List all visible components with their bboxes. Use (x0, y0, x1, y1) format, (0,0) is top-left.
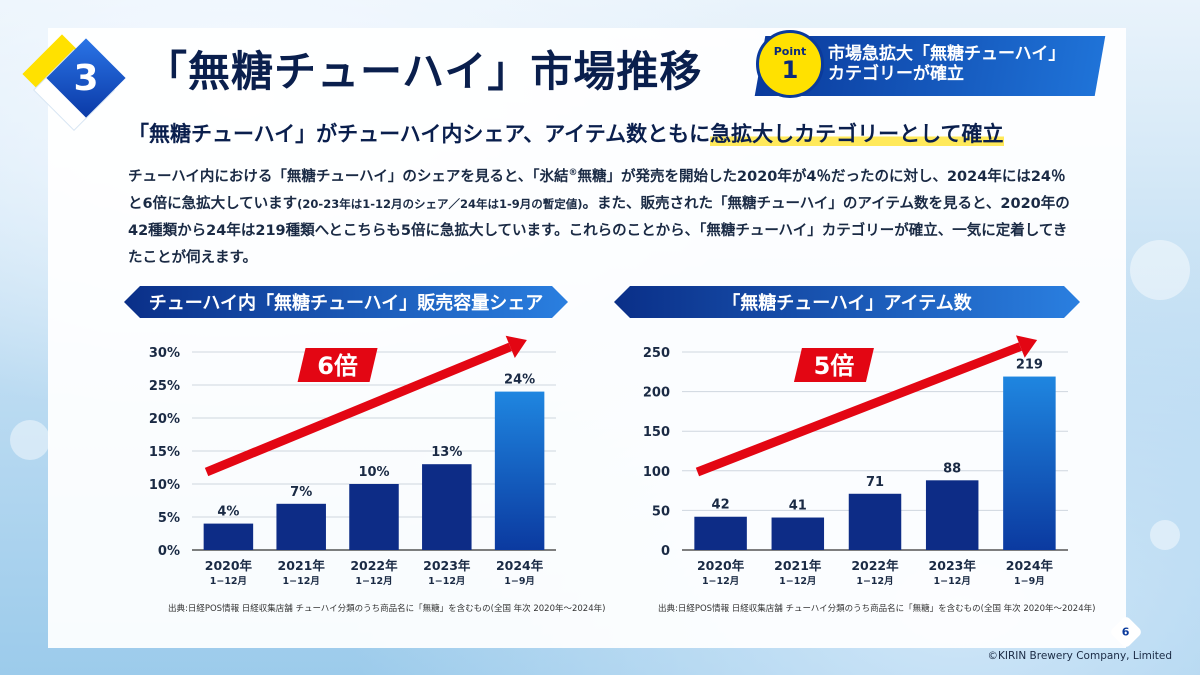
chart-title-share-text: チューハイ内「無糖チューハイ」販売容量シェア (148, 293, 544, 314)
section-number: 3 (73, 57, 99, 99)
y-tick-label: 30% (149, 346, 180, 361)
body-paragraph: チューハイ内における「無糖チューハイ」のシェアを見ると、「氷結®無糖」が発売を開… (128, 160, 1076, 272)
y-tick-label: 25% (149, 379, 180, 394)
bar (422, 464, 472, 550)
source-note-items: 出典:日経POS情報 日経収集店舗 チューハイ分類のうち商品名に「無糖」を含むも… (658, 604, 1096, 614)
x-tick-sublabel: 1−12月 (428, 576, 465, 587)
section-badge: 3 (22, 34, 126, 130)
multiplier-label: 6倍 (317, 352, 358, 380)
growth-arrow-head (1015, 335, 1038, 358)
y-tick-label: 10% (149, 478, 180, 493)
bar (276, 503, 326, 550)
x-tick-sublabel: 1−12月 (856, 576, 893, 587)
x-tick-label: 2022年 (350, 558, 398, 573)
point-line-1: 市場急拡大「無糖チューハイ」 (828, 44, 1066, 64)
body-text-3: 。また、販売された「無糖チューハイ」のアイテム数を見ると、2020年の42種類か… (128, 195, 1070, 266)
y-tick-label: 50 (652, 504, 670, 519)
bar (349, 484, 399, 550)
data-label: 219 (1016, 358, 1043, 373)
data-label: 24% (504, 373, 535, 388)
x-tick-sublabel: 1−9月 (1014, 576, 1045, 587)
x-tick-label: 2021年 (774, 558, 822, 573)
bokeh-light (1150, 520, 1180, 550)
y-tick-label: 150 (643, 425, 670, 440)
chart-title-items: 「無糖チューハイ」アイテム数 (614, 286, 1080, 318)
growth-arrow-head (505, 335, 527, 358)
body-note: (20-23年は1-12月のシェア／24年は1-9月の暫定値) (297, 196, 583, 211)
chart-title-share: チューハイ内「無糖チューハイ」販売容量シェア (124, 286, 568, 318)
data-label: 10% (358, 465, 389, 480)
bar (694, 516, 747, 550)
y-tick-label: 0 (661, 544, 670, 559)
bokeh-light (10, 420, 50, 460)
data-label: 71 (866, 475, 884, 490)
x-tick-label: 2021年 (278, 558, 326, 573)
chart-title-items-text: 「無糖チューハイ」アイテム数 (722, 293, 972, 314)
data-label: 13% (431, 445, 462, 460)
page-title: 「無糖チューハイ」市場推移 (145, 47, 703, 96)
x-tick-sublabel: 1−12月 (934, 576, 971, 587)
point-label: Point (773, 45, 807, 58)
x-tick-sublabel: 1−12月 (283, 576, 320, 587)
y-tick-label: 20% (149, 412, 180, 427)
headline-part-1: 「無糖チューハイ」がチューハイ内シェア、アイテム数ともに (128, 122, 711, 146)
copyright: ©KIRIN Brewery Company, Limited (987, 650, 1172, 662)
data-label: 41 (789, 499, 807, 514)
x-tick-sublabel: 1−12月 (355, 576, 392, 587)
bar (848, 493, 902, 550)
x-tick-label: 2020年 (697, 558, 745, 573)
y-tick-label: 0% (158, 544, 180, 559)
multiplier-badge (793, 348, 874, 382)
multiplier-label: 5倍 (814, 352, 855, 380)
x-tick-label: 2023年 (929, 558, 977, 573)
body-text-1: チューハイ内における「無糖チューハイ」のシェアを見ると、「氷結 (128, 168, 569, 185)
point-circle: Point 1 (756, 30, 824, 98)
headline: 「無糖チューハイ」がチューハイ内シェア、アイテム数ともに急拡大しカテゴリーとして… (128, 118, 1004, 148)
x-tick-label: 2020年 (205, 558, 253, 573)
items-chart: 0 50 100 150 200 250 42 2020年 1−12月 41 2021年 1−12月 7… (643, 335, 1068, 587)
x-tick-sublabel: 1−12月 (210, 576, 247, 587)
bokeh-light (1130, 240, 1190, 300)
data-label: 4% (217, 505, 239, 520)
source-note-share: 出典:日経POS情報 日経収集店舗 チューハイ分類のうち商品名に「無糖」を含むも… (168, 604, 606, 614)
bar (494, 391, 545, 550)
point-text: 市場急拡大「無糖チューハイ」 カテゴリーが確立 (828, 44, 1065, 84)
x-tick-sublabel: 1−9月 (504, 576, 535, 587)
y-tick-label: 5% (158, 511, 180, 526)
bar (925, 480, 979, 550)
x-tick-label: 2022年 (851, 558, 899, 573)
data-label: 42 (712, 498, 730, 513)
body-text-2: 無糖」が発売を開始した2020年が4％だったのに対し、2024年には24％と6倍… (128, 168, 1066, 212)
y-tick-label: 250 (643, 346, 670, 361)
growth-arrow (204, 342, 512, 477)
headline-highlight: 急拡大しカテゴリーとして確立 (710, 122, 1004, 146)
point-number: 1 (781, 56, 799, 84)
share-chart: 0% 5% 10% 15% 20% 25% 30% 4% 2020年 1−12月 7% 2021年 1−… (149, 335, 556, 587)
y-tick-label: 15% (149, 445, 180, 460)
bar (771, 517, 825, 550)
bar (203, 523, 254, 550)
x-tick-label: 2024年 (496, 558, 544, 573)
data-label: 88 (943, 461, 961, 476)
registered-mark: ® (568, 168, 578, 178)
x-tick-sublabel: 1−12月 (702, 576, 739, 587)
y-tick-label: 100 (643, 465, 670, 480)
x-tick-sublabel: 1−12月 (779, 576, 816, 587)
bar (1003, 376, 1056, 550)
growth-arrow (695, 342, 1022, 477)
x-tick-label: 2023年 (423, 558, 471, 573)
page-number-text: 6 (1122, 625, 1130, 639)
point-line-2: カテゴリーが確立 (828, 64, 964, 84)
data-label: 7% (290, 485, 312, 500)
multiplier-badge (297, 348, 378, 382)
x-tick-label: 2024年 (1006, 558, 1054, 573)
y-tick-label: 200 (643, 386, 670, 401)
